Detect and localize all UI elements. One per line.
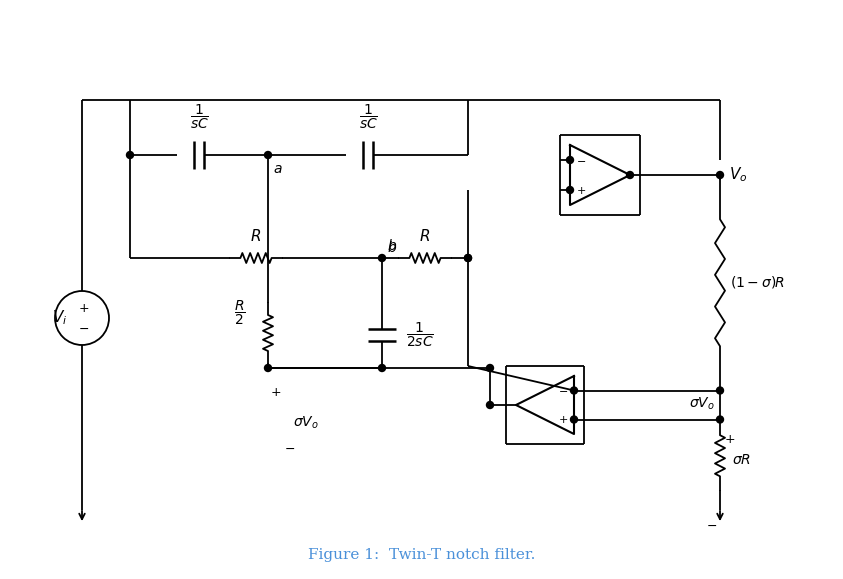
Text: $\dfrac{1}{sC}$: $\dfrac{1}{sC}$ [358, 103, 378, 131]
Text: $b$: $b$ [387, 239, 397, 254]
Circle shape [265, 365, 271, 372]
Text: $\dfrac{1}{sC}$: $\dfrac{1}{sC}$ [190, 103, 208, 131]
Circle shape [571, 416, 577, 423]
Text: $a$: $a$ [273, 162, 282, 176]
Text: $-$: $-$ [284, 442, 296, 455]
Circle shape [126, 152, 133, 159]
Text: $-$: $-$ [706, 519, 717, 532]
Text: $V_o$: $V_o$ [729, 166, 747, 184]
Text: $\sigma R$: $\sigma R$ [733, 453, 752, 467]
Text: $b$: $b$ [387, 240, 397, 255]
Circle shape [626, 171, 633, 178]
Text: $V_i$: $V_i$ [52, 309, 67, 327]
Text: $+$: $+$ [724, 433, 736, 446]
Text: $-$: $-$ [78, 321, 89, 335]
Circle shape [717, 416, 723, 423]
Text: $+$: $+$ [78, 302, 89, 316]
Circle shape [566, 186, 573, 193]
Text: $(1-\sigma)R$: $(1-\sigma)R$ [730, 274, 786, 290]
Circle shape [464, 255, 471, 262]
Text: $+$: $+$ [271, 386, 282, 398]
Text: $\dfrac{R}{2}$: $\dfrac{R}{2}$ [234, 299, 246, 327]
Text: $\sigma V_o$: $\sigma V_o$ [689, 395, 715, 412]
Text: $+$: $+$ [576, 185, 586, 196]
Text: $-$: $-$ [558, 386, 568, 395]
Circle shape [717, 171, 723, 178]
Text: $R$: $R$ [420, 228, 431, 244]
Text: $R$: $R$ [250, 228, 261, 244]
Text: $\sigma V_o$: $\sigma V_o$ [293, 415, 319, 431]
Text: $\dfrac{1}{2sC}$: $\dfrac{1}{2sC}$ [406, 321, 434, 349]
Circle shape [566, 156, 573, 163]
Circle shape [265, 152, 271, 159]
Text: Figure 1:  Twin-T notch filter.: Figure 1: Twin-T notch filter. [308, 548, 535, 562]
Circle shape [464, 255, 471, 262]
Circle shape [571, 387, 577, 394]
Text: $+$: $+$ [558, 414, 568, 425]
Circle shape [486, 401, 493, 409]
Circle shape [717, 387, 723, 394]
Circle shape [379, 255, 385, 262]
Text: $-$: $-$ [576, 155, 586, 165]
Circle shape [379, 365, 385, 372]
Circle shape [486, 365, 493, 372]
